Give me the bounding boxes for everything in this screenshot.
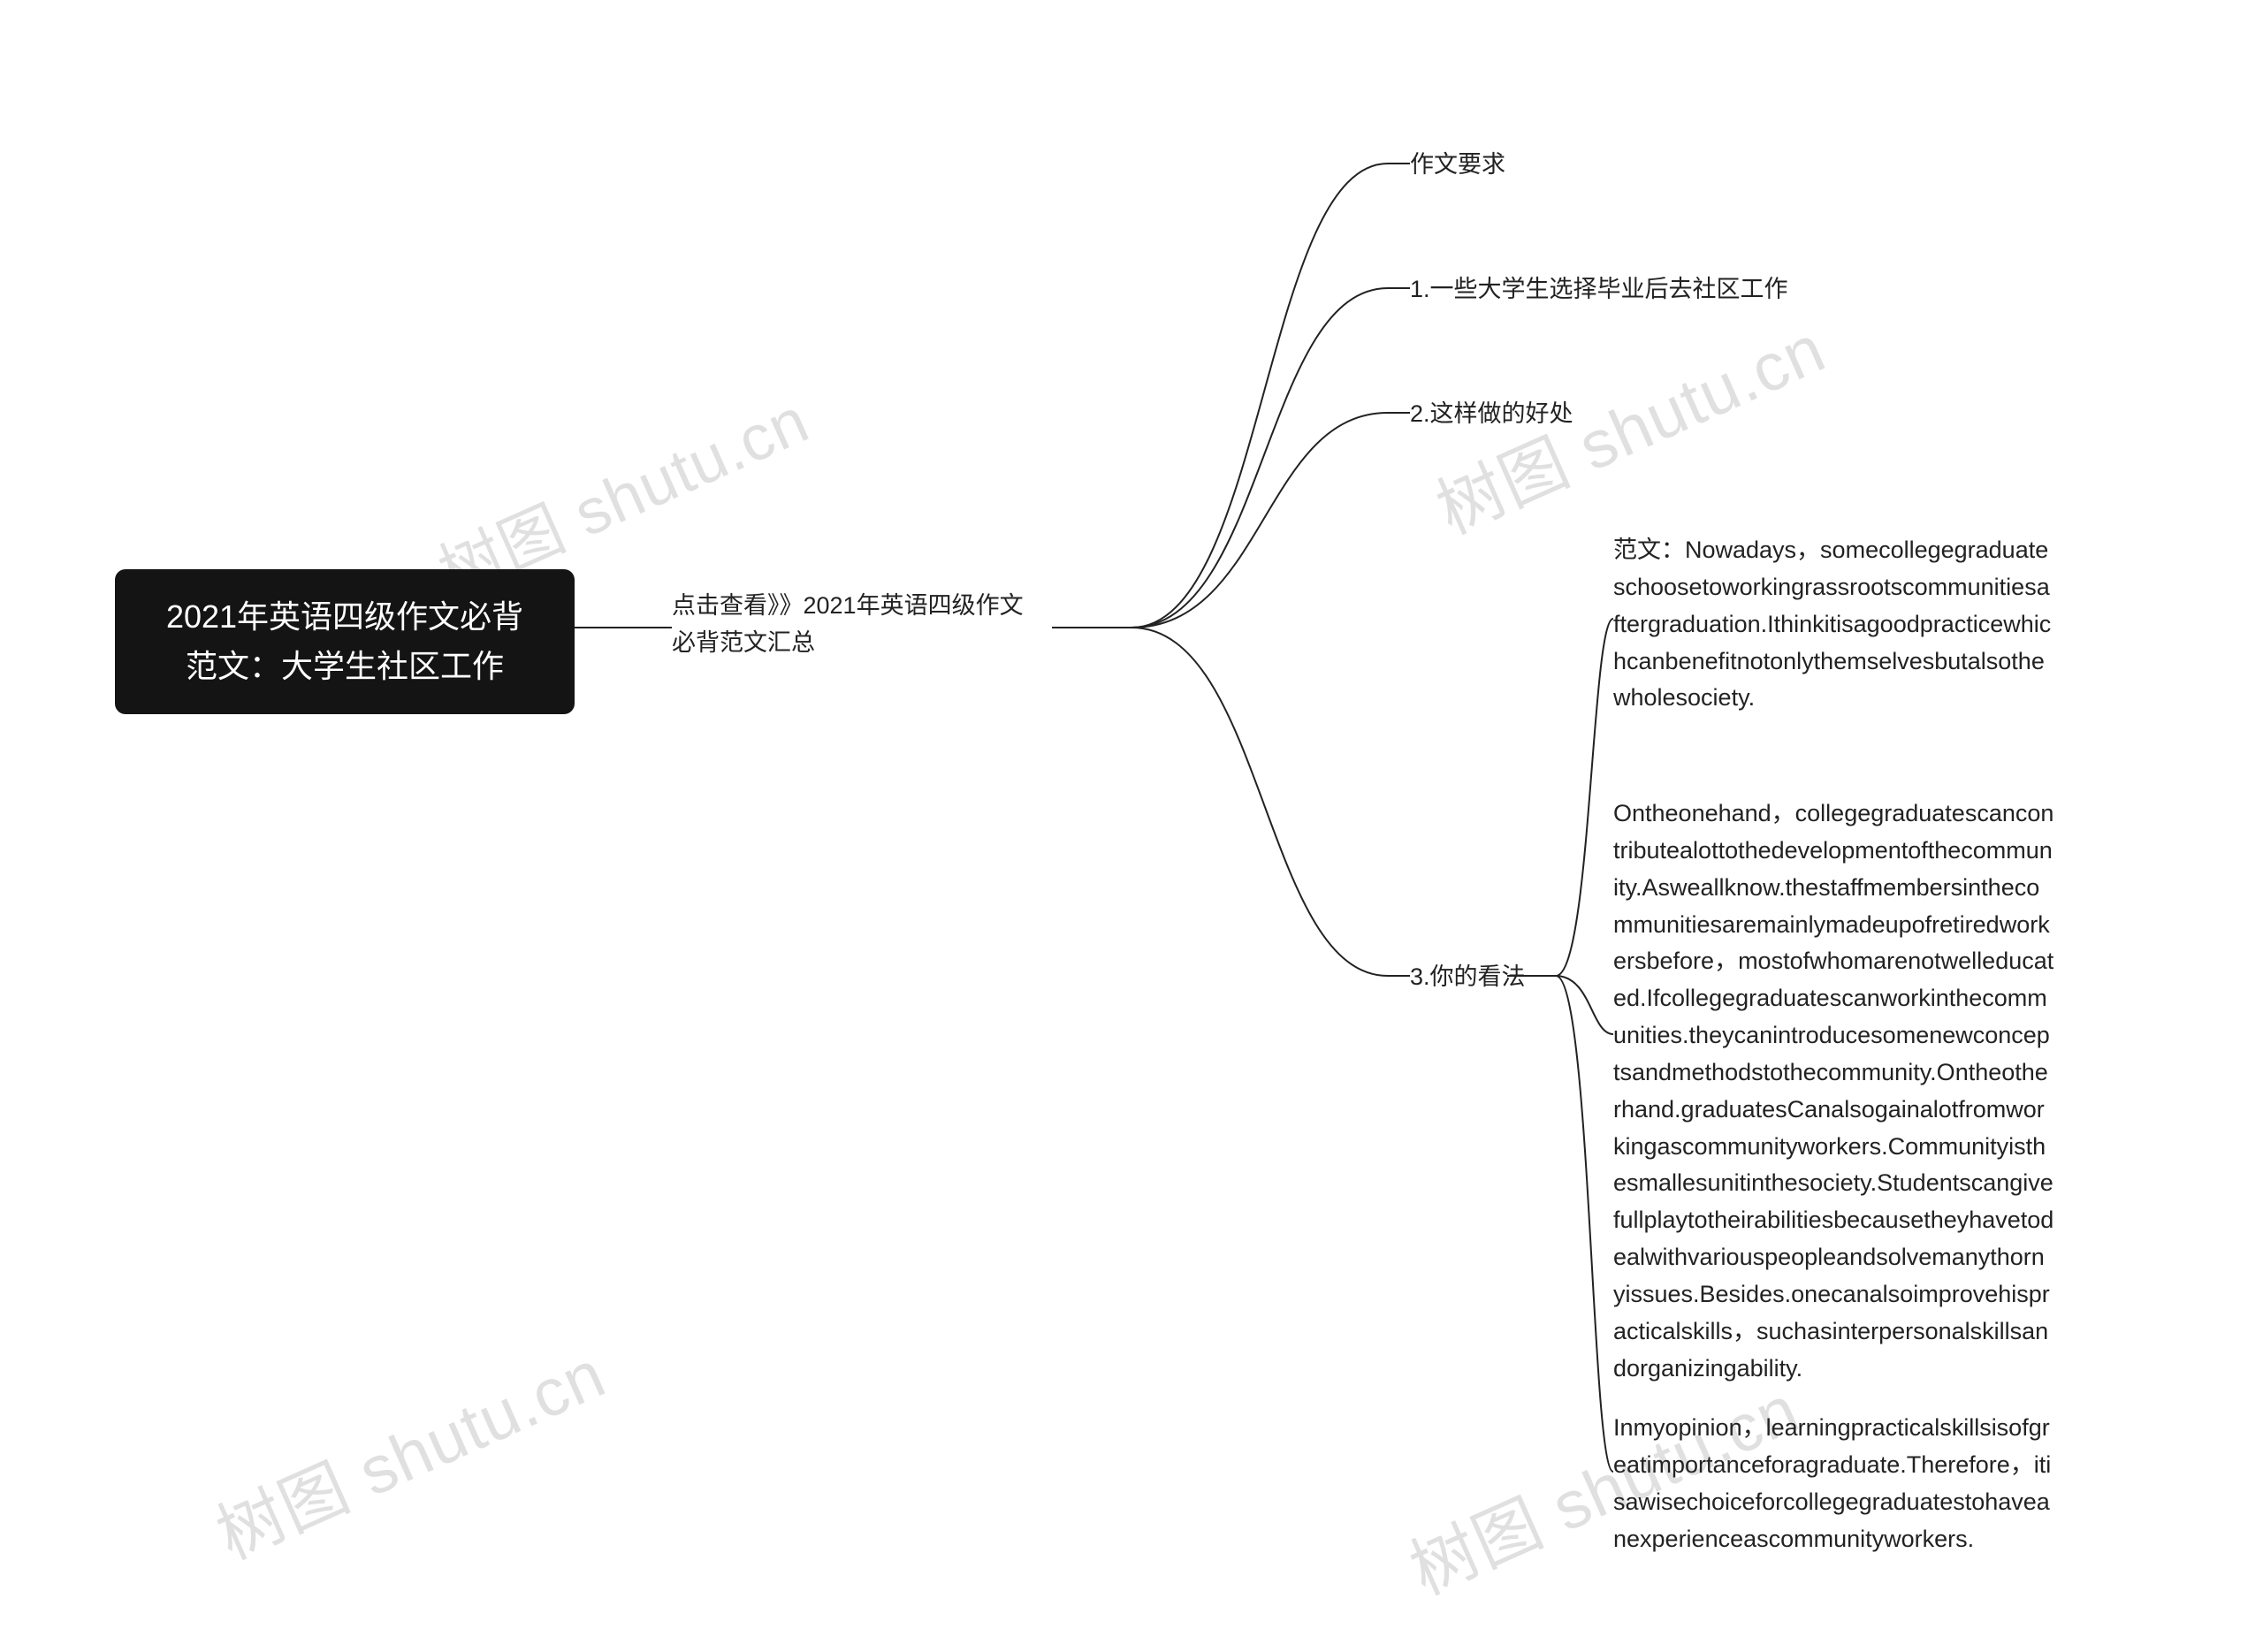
level1-line1: 点击查看》》2021年英语四级作文 [672,592,1024,619]
level1-line2: 必背范文汇总 [672,629,815,656]
root-line2: 范文：大学生社区工作 [186,648,504,684]
level1-node[interactable]: 点击查看》》2021年英语四级作文 必背范文汇总 [672,588,1052,662]
level3-para-1: 范文：Nowadays，somecollegegraduateschooseto… [1613,532,2055,717]
level3-para-3: Inmyopinion，learningpracticalskillsisofg… [1613,1410,2055,1557]
level2-node-3: 2.这样做的好处 [1410,396,1573,433]
level3-para-2: Ontheonehand，collegegraduatescancontribu… [1613,796,2055,1388]
root-line1: 2021年英语四级作文必背 [166,598,523,635]
level2-node-2: 1.一些大学生选择毕业后去社区工作 [1410,271,1788,308]
watermark: 树图 shutu.cn [199,1320,618,1578]
level2-node-1: 作文要求 [1410,147,1505,184]
root-node: 2021年英语四级作文必背 范文：大学生社区工作 [115,569,575,714]
level2-node-4: 3.你的看法 [1410,959,1526,996]
